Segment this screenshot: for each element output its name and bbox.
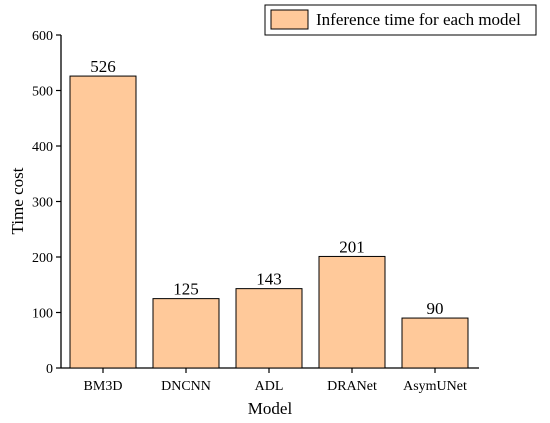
legend-frame xyxy=(264,4,537,36)
data-label-asymunet: 90 xyxy=(427,299,444,318)
bar-asymunet xyxy=(401,317,469,369)
legend-swatch xyxy=(270,9,309,30)
x-tick-label-adl: ADL xyxy=(255,379,284,394)
x-tick-label-dranet: DRANet xyxy=(327,379,377,394)
x-tick-label-bm3d: BM3D xyxy=(84,379,123,394)
bar-bm3d xyxy=(69,75,137,369)
x-tick-label-asymunet: AsymUNet xyxy=(403,379,467,394)
bar-dranet xyxy=(318,255,386,369)
bar-labels: 526 125 143 201 90 xyxy=(90,57,443,318)
legend-entry-label: Inference time for each model xyxy=(316,10,521,29)
x-ticks: BM3D DNCNN ADL DRANet AsymUNet xyxy=(84,368,467,394)
bars xyxy=(69,75,469,369)
y-tick-label: 500 xyxy=(32,85,53,100)
legend: Inference time for each model xyxy=(264,4,537,36)
y-tick-label: 600 xyxy=(32,29,53,44)
y-ticks: 0 100 200 300 400 500 600 xyxy=(32,29,61,377)
y-tick-label: 300 xyxy=(32,196,53,211)
y-tick-label: 400 xyxy=(32,140,53,155)
x-tick-label-dncnn: DNCNN xyxy=(161,379,211,394)
y-tick-label: 200 xyxy=(32,251,53,266)
x-axis-title: Model xyxy=(248,399,293,418)
y-axis-title: Time cost xyxy=(8,167,27,234)
data-label-bm3d: 526 xyxy=(90,57,116,76)
bar-adl xyxy=(235,288,303,369)
bar-dncnn xyxy=(152,298,220,369)
data-label-dranet: 201 xyxy=(339,237,365,256)
y-tick-label: 0 xyxy=(46,362,53,377)
data-label-adl: 143 xyxy=(256,270,282,289)
y-tick-label: 100 xyxy=(32,307,53,322)
data-label-dncnn: 125 xyxy=(173,280,199,299)
